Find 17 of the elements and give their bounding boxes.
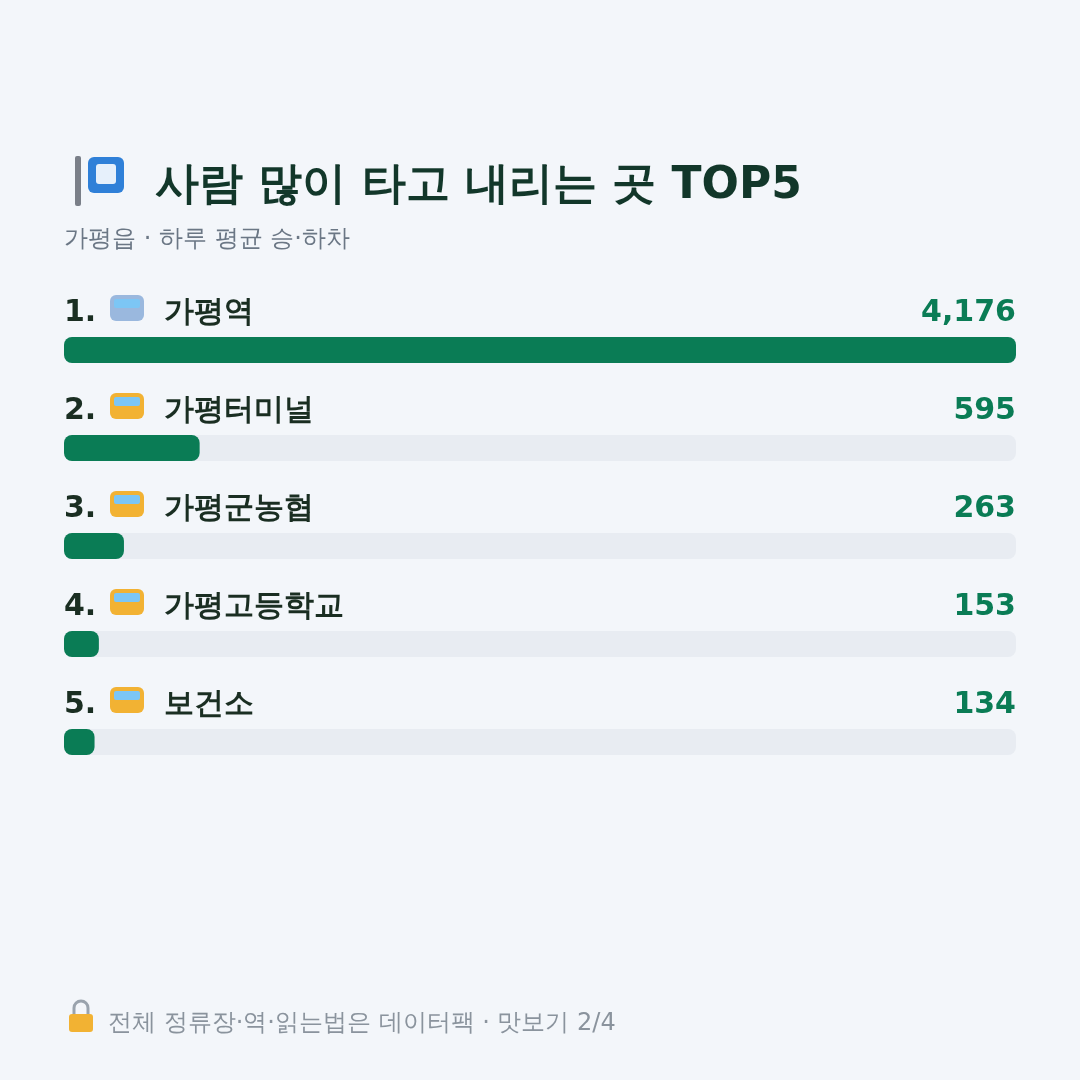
category-label: 2. 가평터미널 (64, 391, 314, 426)
chart-subtitle: 가평읍 · 하루 평균 승·하차 (64, 224, 350, 252)
data-label: 153 (953, 587, 1016, 622)
bar (64, 533, 124, 559)
category-label: 1. 가평역 (64, 293, 254, 328)
data-label: 4,176 (921, 293, 1016, 328)
data-label: 263 (953, 489, 1016, 524)
bar (64, 435, 200, 461)
bar (64, 631, 99, 657)
category-label: 5. 보건소 (64, 685, 254, 720)
data-label: 595 (953, 391, 1016, 426)
bar (64, 729, 95, 755)
data-label: 134 (953, 685, 1016, 720)
category-label: 3. 가평군농협 (64, 489, 314, 524)
text: 전체 정류장·역·읽는법은 데이터팩 · 맛보기 2/4 (108, 1008, 616, 1036)
chart-title: 사람 많이 타고 내리는 곳 TOP5 (155, 157, 802, 208)
category-label: 4. 가평고등학교 (64, 587, 344, 622)
